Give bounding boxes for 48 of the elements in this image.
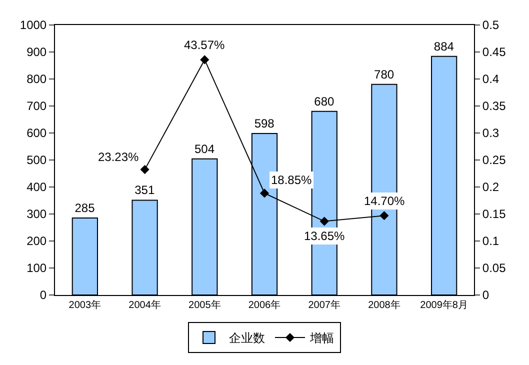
y-tick-label: 900 <box>26 45 47 60</box>
data-label: 18.85% <box>271 173 312 187</box>
point <box>260 188 270 198</box>
y2-tick-label: 0.45 <box>482 45 506 60</box>
y2-tick-label: 0.35 <box>482 99 506 114</box>
legend-label: 企业数 <box>229 331 265 346</box>
y-tick-label: 800 <box>26 72 47 86</box>
x-tick-label: 2006年 <box>248 299 281 311</box>
y2-tick-label: 0 <box>482 288 490 302</box>
data-label: 13.65% <box>304 229 346 243</box>
legend-label: 增幅 <box>309 331 334 346</box>
y2-tick-label: 0.25 <box>482 153 506 168</box>
point <box>200 55 210 64</box>
point <box>380 211 389 220</box>
data-label: 780 <box>374 67 394 82</box>
data-label: 23.23% <box>98 150 140 164</box>
y2-tick-label: 0.05 <box>482 261 506 276</box>
y-tick-label: 600 <box>26 126 47 140</box>
data-label: 14.70% <box>364 194 406 208</box>
y-tick-label: 1000 <box>20 18 47 32</box>
y-tick-label: 500 <box>26 153 47 168</box>
data-label: 43.57% <box>184 38 226 52</box>
y2-tick-label: 0.5 <box>482 18 500 32</box>
point <box>320 216 329 226</box>
y-tick-label: 100 <box>26 261 47 276</box>
x-tick-label: 2005年 <box>188 299 221 311</box>
y2-tick-label: 0.4 <box>482 72 500 86</box>
y-tick-label: 700 <box>26 99 47 114</box>
point <box>140 165 150 174</box>
y-tick-label: 300 <box>26 207 47 222</box>
x-tick-label: 2007年 <box>308 299 340 311</box>
y2-tick-label: 0.15 <box>482 207 506 222</box>
x-tick-label: 2003年 <box>68 299 102 311</box>
data-label: 285 <box>74 201 96 216</box>
x-tick-label: 2004年 <box>128 299 161 311</box>
x-tick-label: 2009年8月 <box>420 299 468 311</box>
y-tick-label: 400 <box>26 180 47 194</box>
data-label: 680 <box>314 94 335 108</box>
y2-tick-label: 0.2 <box>482 180 500 194</box>
x-tick-label: 2008年 <box>368 299 400 311</box>
data-label: 598 <box>254 116 275 131</box>
data-label: 884 <box>434 39 454 54</box>
data-label: 504 <box>194 142 215 156</box>
y2-tick-label: 0.3 <box>482 126 500 140</box>
data-label: 351 <box>134 183 155 198</box>
y-tick-label: 0 <box>40 288 47 302</box>
y-tick-label: 200 <box>26 234 47 248</box>
y2-tick-label: 0.1 <box>482 234 500 248</box>
